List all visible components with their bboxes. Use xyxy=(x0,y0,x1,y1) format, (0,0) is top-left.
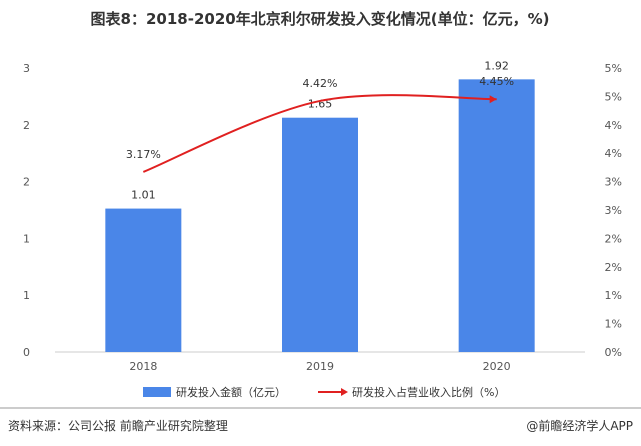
right-tick-label: 4% xyxy=(605,147,622,160)
right-tick-label: 2% xyxy=(605,232,622,245)
bar-2020 xyxy=(458,79,535,353)
right-tick-label: 1% xyxy=(605,289,622,302)
line-value-label: 4.42% xyxy=(303,77,338,90)
bar-series: 1.01 1.65 1.92 xyxy=(105,59,535,353)
ratio-line xyxy=(142,94,497,173)
left-tick-label: 3 xyxy=(23,62,30,75)
chart-title: 图表8：2018-2020年北京利尔研发投入变化情况(单位：亿元，%) xyxy=(91,10,550,28)
brand-text: @前瞻经济学人APP xyxy=(526,418,633,433)
legend-bar-label: 研发投入金额（亿元） xyxy=(176,385,286,399)
bar-value-label: 1.65 xyxy=(308,98,333,111)
legend-arrow-icon xyxy=(341,388,348,396)
right-tick-label: 3% xyxy=(605,204,622,217)
legend: 研发投入金额（亿元） 研发投入占营业收入比例（%） xyxy=(143,385,505,399)
legend-bar-swatch xyxy=(143,387,171,397)
x-tick-label: 2018 xyxy=(129,360,157,373)
left-tick-label: 1 xyxy=(23,232,30,245)
right-tick-label: 2% xyxy=(605,261,622,274)
right-tick-label: 1% xyxy=(605,318,622,331)
line-value-label: 3.17% xyxy=(126,148,161,161)
legend-line-label: 研发投入占营业收入比例（%） xyxy=(352,385,505,399)
x-tick-label: 2020 xyxy=(483,360,511,373)
left-tick-label: 2 xyxy=(23,176,30,189)
right-tick-label: 5% xyxy=(605,62,622,75)
left-tick-label: 1 xyxy=(23,289,30,302)
bar-2018 xyxy=(105,208,182,352)
x-axis-ticks: 2018 2019 2020 xyxy=(129,360,510,373)
line-arrow-icon xyxy=(489,95,497,104)
left-tick-label: 0 xyxy=(23,346,30,359)
right-tick-label: 5% xyxy=(605,90,622,103)
bar-2019 xyxy=(282,117,358,352)
left-axis: 0 1 1 2 2 3 xyxy=(23,62,30,359)
line-value-label: 4.45% xyxy=(479,75,514,88)
x-tick-label: 2019 xyxy=(306,360,334,373)
source-text: 资料来源：公司公报 前瞻产业研究院整理 xyxy=(8,418,228,433)
right-tick-label: 4% xyxy=(605,119,622,132)
right-tick-label: 3% xyxy=(605,176,622,189)
right-tick-label: 0% xyxy=(605,346,622,359)
right-axis: 0% 1% 1% 2% 2% 3% 3% 4% 4% 5% 5% xyxy=(605,62,622,359)
left-tick-label: 2 xyxy=(23,119,30,132)
bar-value-label: 1.92 xyxy=(484,59,509,72)
bar-value-label: 1.01 xyxy=(131,189,156,202)
line-series: 3.17% 4.42% 4.45% xyxy=(126,75,514,173)
